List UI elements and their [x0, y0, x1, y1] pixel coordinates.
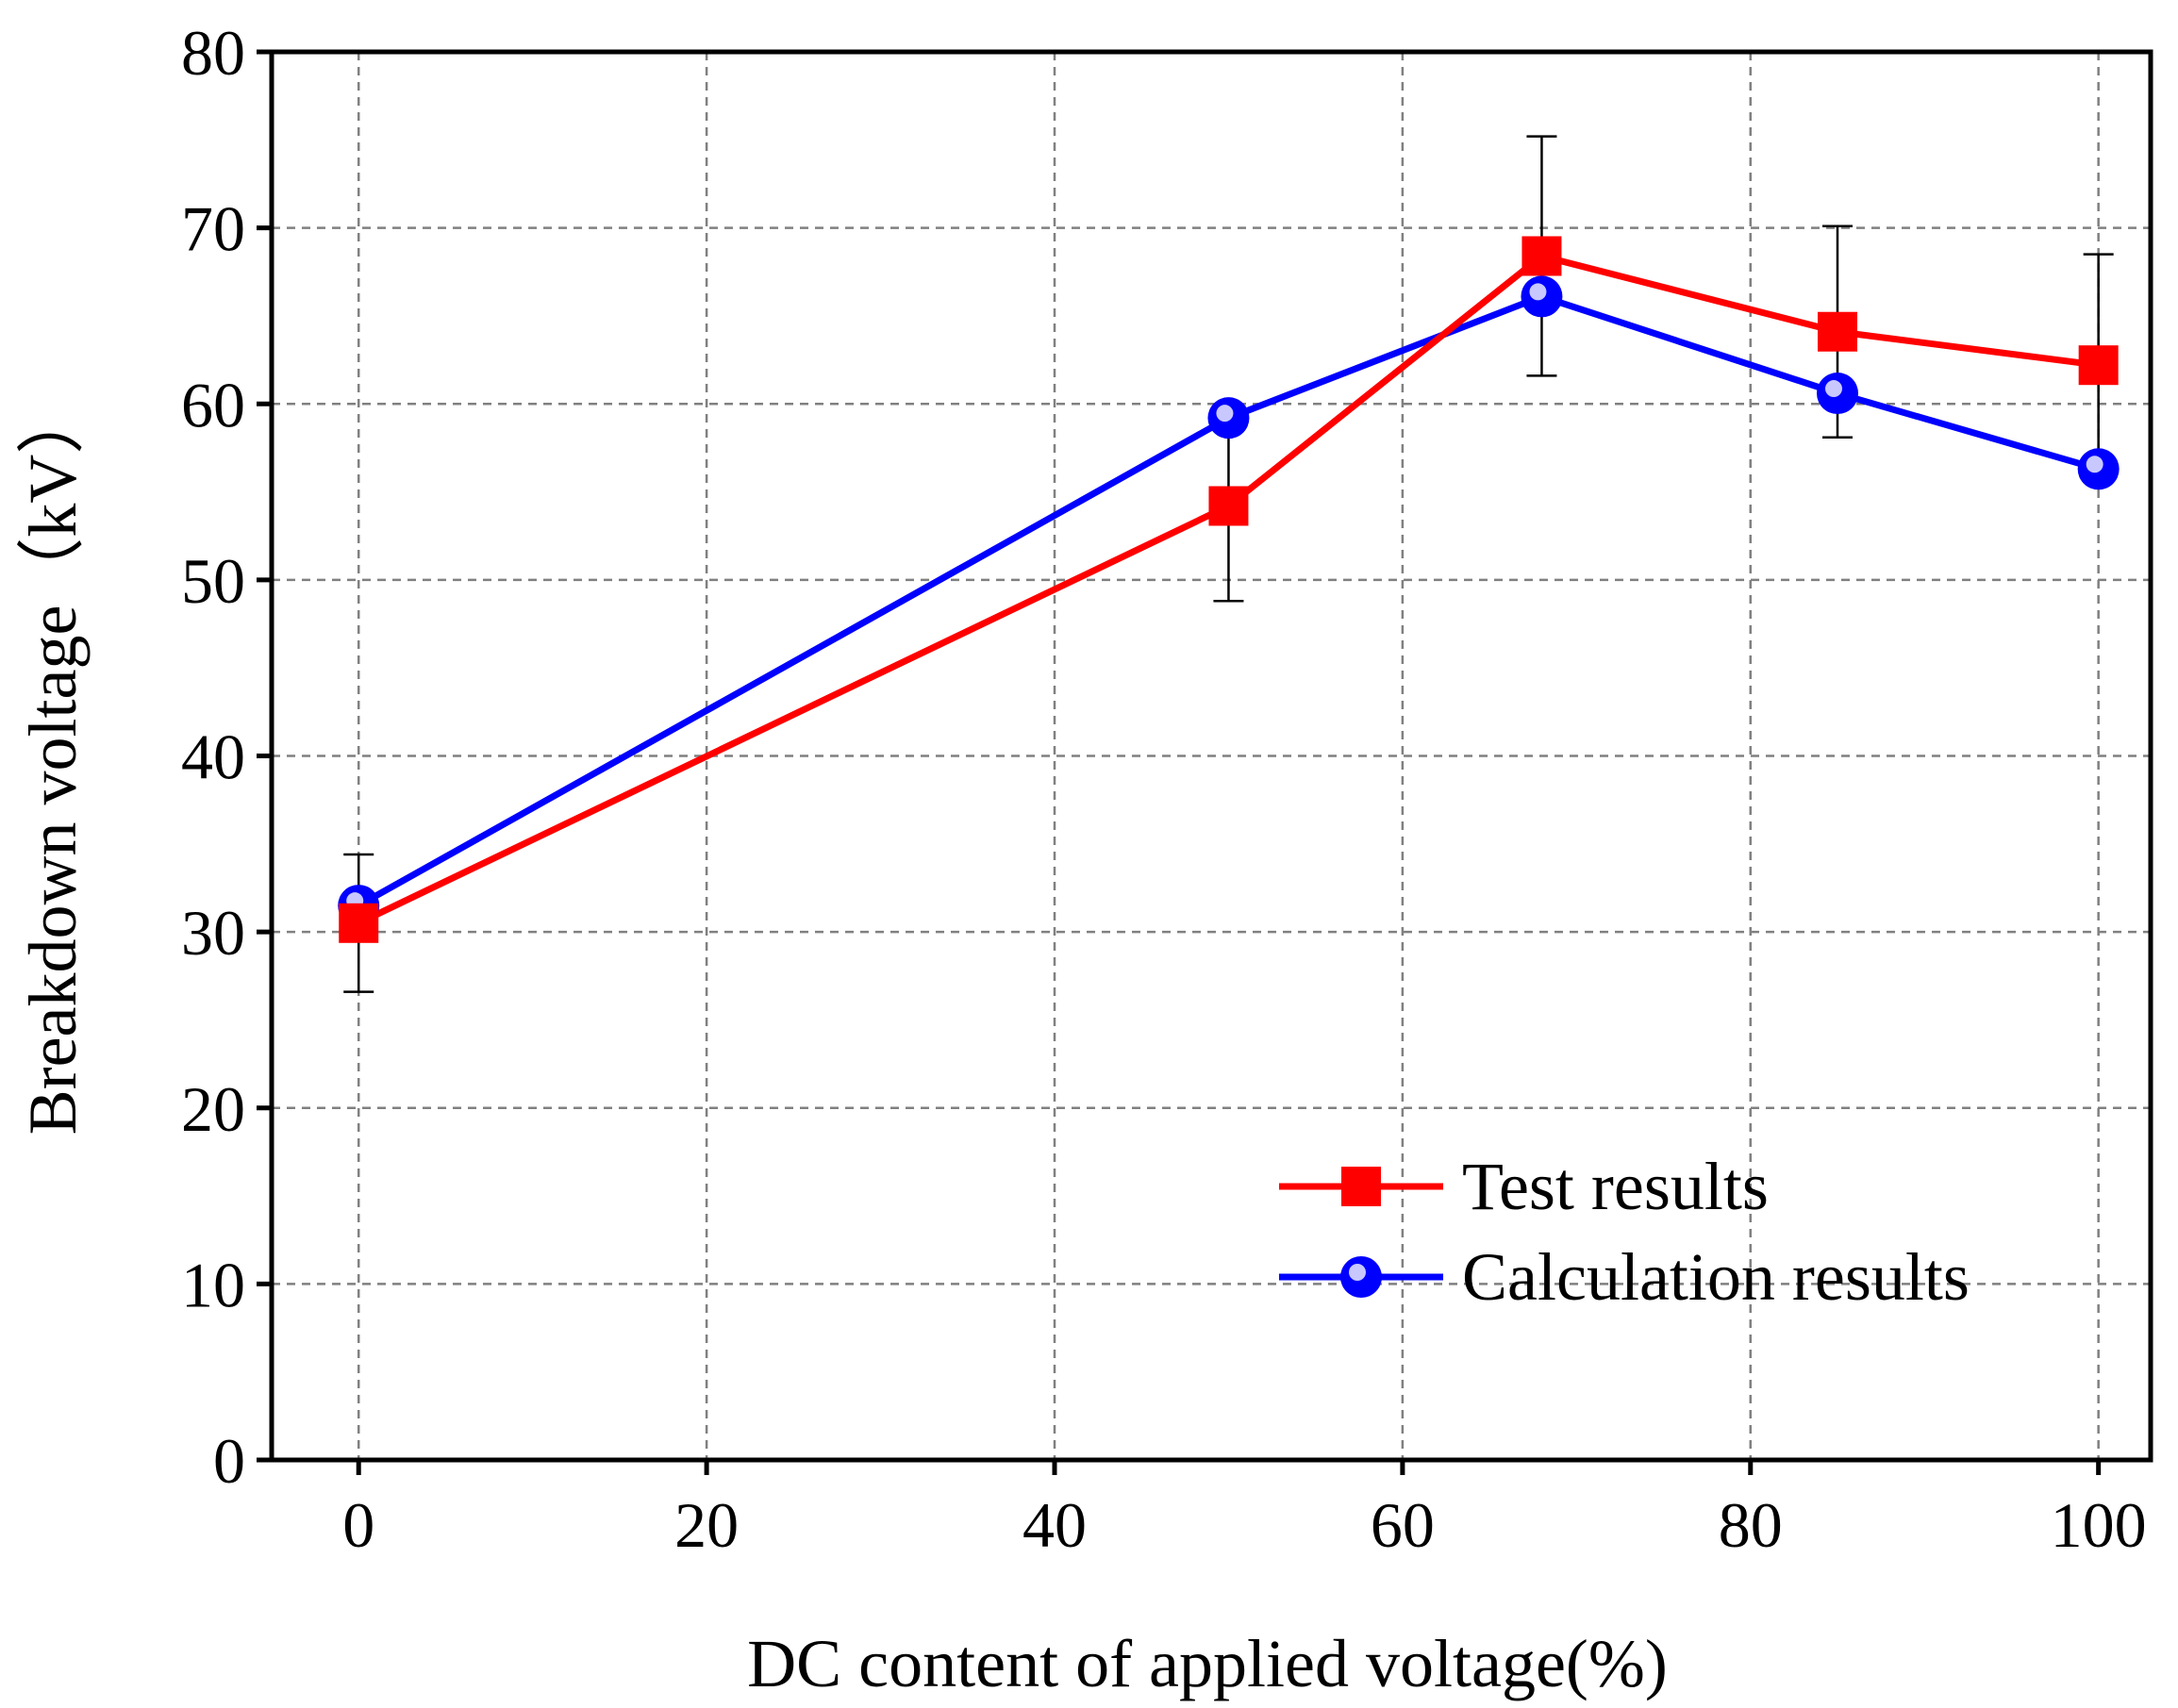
test-point	[339, 903, 379, 943]
test-point	[1818, 311, 1857, 352]
legend-item-test: Test results	[1279, 1149, 1769, 1224]
y-tick-label: 0	[213, 1425, 245, 1497]
test-point	[1208, 486, 1249, 526]
test-point	[2078, 345, 2119, 386]
y-axis-title: Breakdown voltage（kV）	[15, 387, 91, 1136]
legend-label-test: Test results	[1462, 1149, 1769, 1224]
x-tick-label: 0	[342, 1489, 374, 1561]
y-tick-label: 50	[181, 545, 245, 617]
legend-marker-test	[1341, 1167, 1381, 1206]
plot-frame	[269, 49, 2153, 1463]
y-tick-label: 40	[181, 721, 245, 793]
x-tick-label: 80	[1719, 1489, 1783, 1561]
legend-item-calculation: Calculation results	[1279, 1239, 1970, 1315]
x-tick-label: 20	[674, 1489, 739, 1561]
calculation-point-highlight	[1529, 283, 1547, 301]
error-bars	[343, 135, 2114, 993]
y-tick-label: 20	[181, 1073, 245, 1145]
series	[338, 236, 2120, 943]
calculation-point-highlight	[1825, 380, 1842, 398]
x-tick-label: 100	[2051, 1489, 2147, 1561]
y-tick-label: 10	[181, 1249, 245, 1320]
legend: Test results Calculation results	[1279, 1149, 1970, 1315]
x-tick-label: 40	[1022, 1489, 1087, 1561]
test-point	[1521, 236, 1562, 276]
y-tick-label: 30	[181, 897, 245, 969]
x-axis-title: DC content of applied voltage(%)	[747, 1626, 1668, 1701]
y-tick-label: 60	[181, 369, 245, 440]
y-tick-label: 70	[181, 193, 245, 265]
legend-marker-calculation-highlight	[1349, 1264, 1366, 1281]
legend-label-calculation: Calculation results	[1462, 1239, 1970, 1315]
axis-ticks: 0 10 20 30 40 50 60 70 80 0 20 40 60 80 100	[181, 17, 2147, 1561]
x-tick-label: 60	[1371, 1489, 1435, 1561]
calculation-point-highlight	[1216, 405, 1234, 423]
calculation-point-highlight	[2086, 456, 2103, 473]
y-tick-label: 80	[181, 17, 245, 89]
